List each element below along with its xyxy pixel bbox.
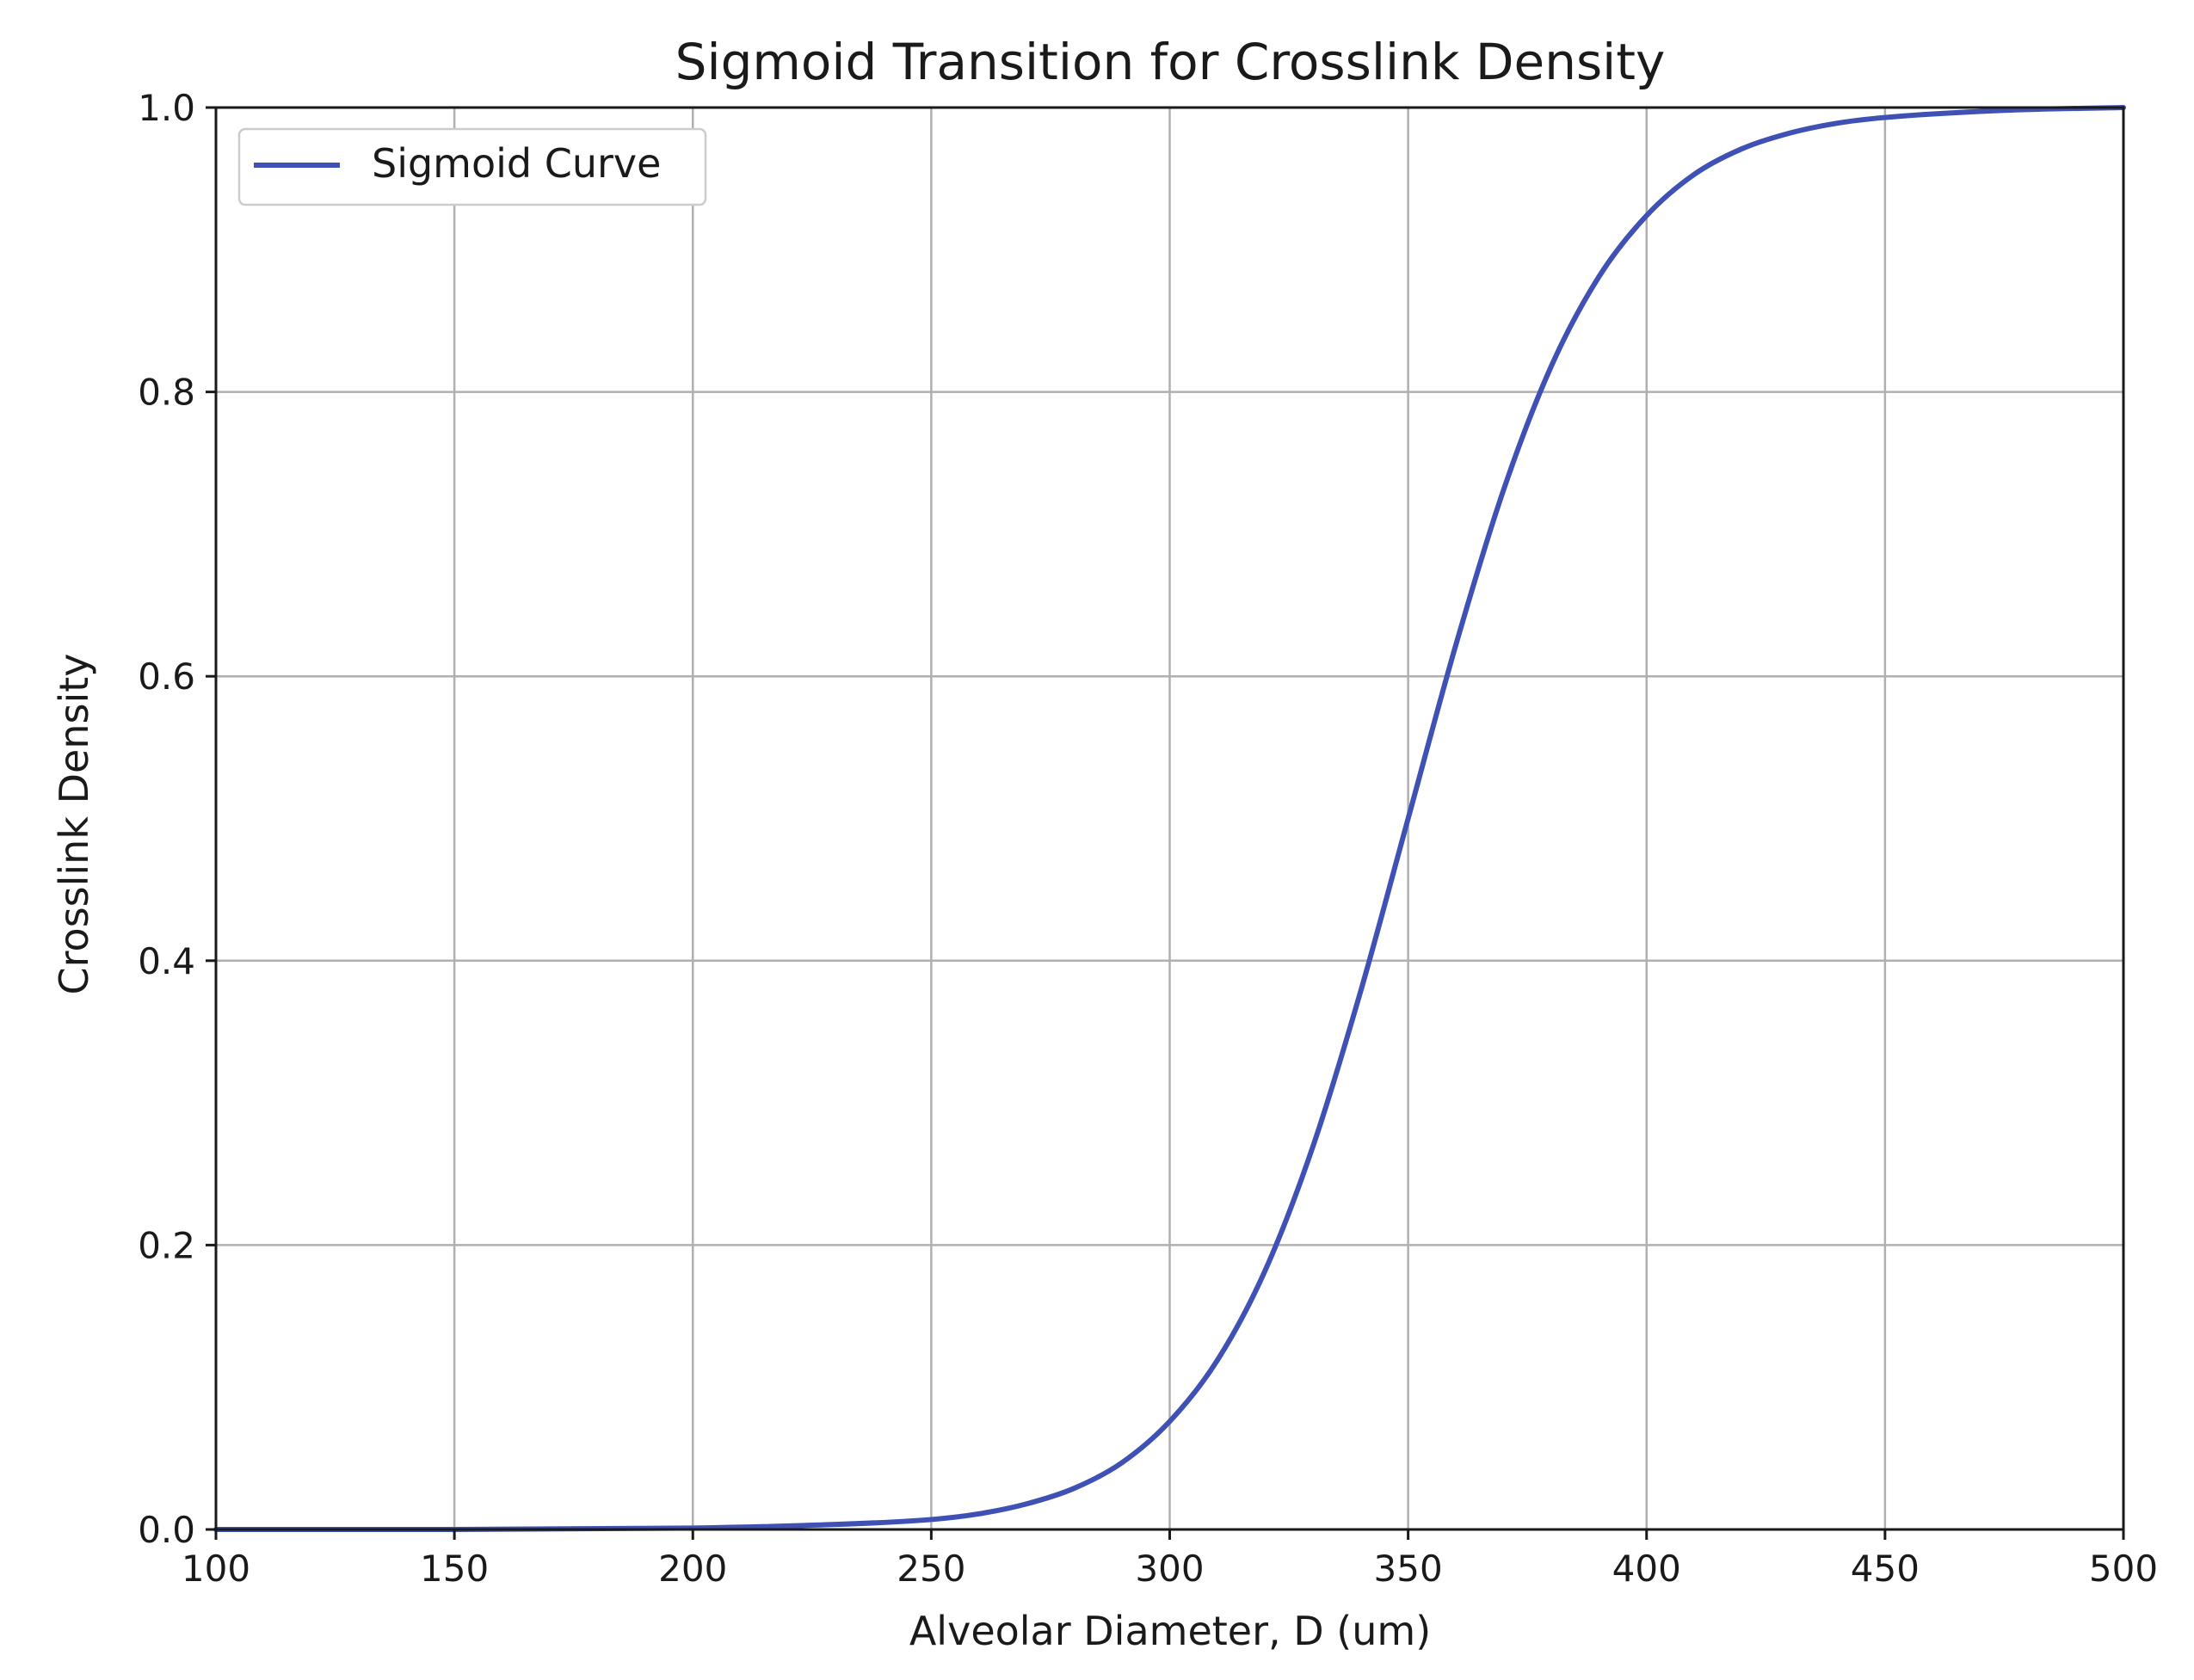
y-tick-label: 0.8 [138,372,195,414]
x-tick-label: 350 [1374,1548,1443,1590]
x-tick-label: 300 [1135,1548,1204,1590]
y-tick-label: 1.0 [138,87,195,129]
x-tick-label: 100 [182,1548,250,1590]
y-tick-label: 0.4 [138,940,195,982]
legend-label: Sigmoid Curve [372,140,661,187]
y-tick-label: 0.6 [138,655,195,698]
y-tick-label: 0.2 [138,1224,195,1266]
series-line-sigmoid-curve [213,105,2126,1533]
x-tick-label: 150 [420,1548,489,1590]
legend: Sigmoid Curve [237,127,707,206]
x-axis-label: Alveolar Diameter, D (um) [909,1608,1431,1654]
axis-ticks: 100 150 200 250 300 350 400 450 500 0.0 0.2 0.4 0.6 0… [138,87,2158,1590]
x-tick-label: 500 [2089,1548,2158,1590]
legend-box [237,127,707,206]
x-tick-label: 200 [658,1548,727,1590]
y-axis-label: Crosslink Density [51,654,97,995]
x-tick-label: 450 [1851,1548,1920,1590]
x-tick-label: 400 [1612,1548,1681,1590]
y-tick-label: 0.0 [138,1509,195,1551]
x-tick-label: 250 [897,1548,965,1590]
chart-title: Sigmoid Transition for Crosslink Density [675,33,1666,91]
